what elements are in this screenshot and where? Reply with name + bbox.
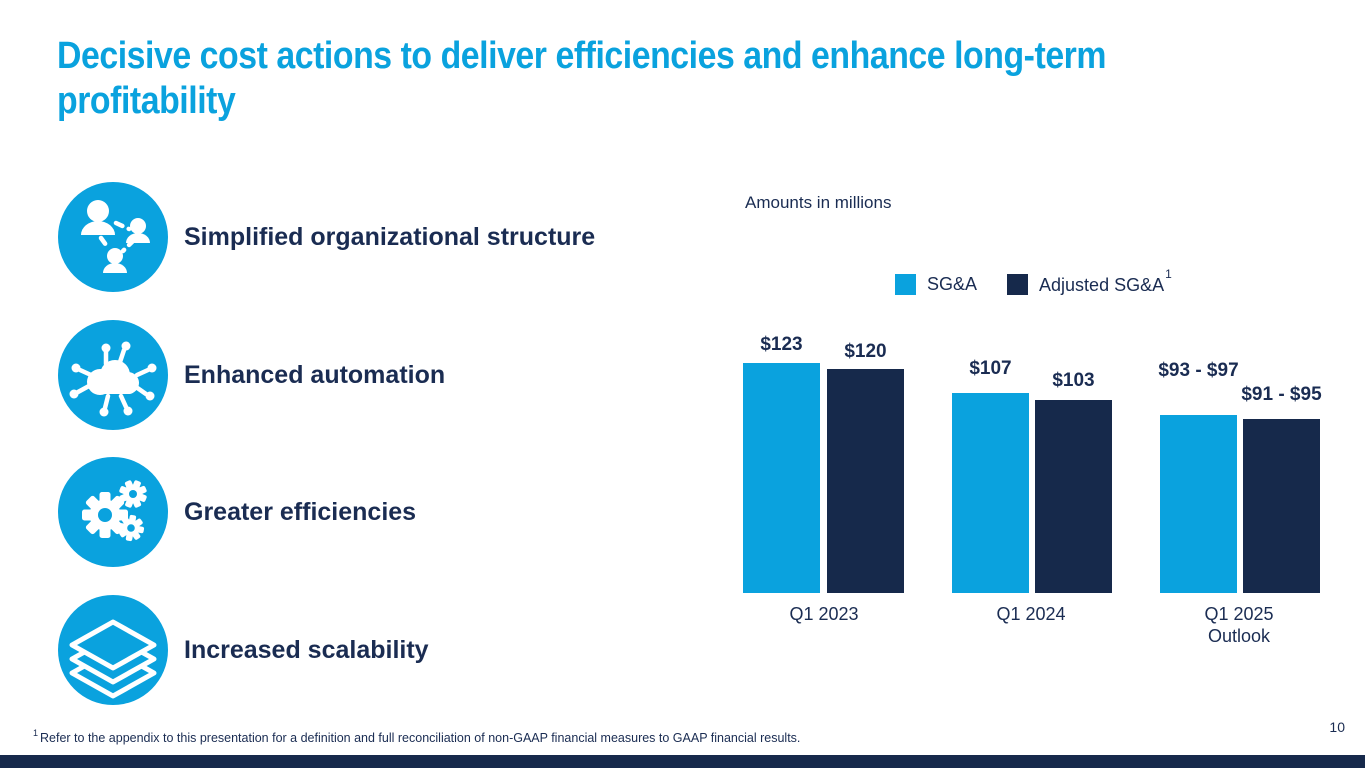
bar-adjusted-sga [827,369,904,593]
legend-item-adjusted-sga: Adjusted SG&A1 [1007,267,1172,296]
bar-value-label: $91 - $95 [1241,384,1322,405]
cloud-automation-icon [58,320,168,430]
bottom-accent-bar [0,755,1365,768]
legend-swatch-sga [895,274,916,295]
category-label: Q1 2023 [789,604,859,624]
bullet-label: Increased scalability [184,635,429,664]
bar-value-label: $107 [969,358,1012,379]
footnote-text: Refer to the appendix to this presentati… [40,731,801,746]
bullet-increased-scalability: Increased scalability [58,595,429,705]
bullet-greater-efficiencies: Greater efficiencies [58,457,416,567]
bar-value-label: $123 [760,334,803,355]
footnote: 1 Refer to the appendix to this presentat… [33,728,801,746]
bar-sga [1160,415,1237,593]
bar-sga [743,363,820,593]
legend-swatch-adjusted-sga [1007,274,1029,295]
network-people-icon [58,182,168,292]
legend-label-sga: SG&A [927,274,978,294]
bar-adjusted-sga [1035,400,1112,593]
layers-icon [58,595,168,705]
slide-title-line2: profitability [57,80,236,122]
legend-item-sga: SG&A [895,274,977,295]
footnote-sup: 1 [33,728,39,738]
gears-icon [58,457,168,567]
bar-sga [952,393,1029,593]
chart-legend: SG&A Adjusted SG&A1 [895,267,1172,296]
page-number: 10 [1329,719,1345,735]
category-label: Q1 2025 Outlook [1204,604,1274,646]
footnote-marker: 1 [1165,267,1172,281]
chart-units-label: Amounts in millions [745,193,892,212]
bullet-label: Greater efficiencies [184,497,417,526]
bar-value-label: $93 - $97 [1158,360,1239,381]
legend-label-adjusted-sga: Adjusted SG&A1 [1039,267,1172,295]
bar-value-label: $120 [844,341,887,362]
bullet-label: Enhanced automation [184,360,446,389]
slide-title-line1: Decisive cost actions to deliver efficie… [57,35,1107,77]
category-label: Q1 2024 [996,604,1066,624]
bullet-simplified-structure: Simplified organizational structure [58,182,595,292]
bullet-enhanced-automation: Enhanced automation [58,320,445,430]
bullet-label: Simplified organizational structure [184,222,596,251]
bar-adjusted-sga [1243,419,1320,593]
slide-title: Decisive cost actions to deliver efficie… [57,34,1106,124]
bar-value-label: $103 [1052,370,1095,391]
